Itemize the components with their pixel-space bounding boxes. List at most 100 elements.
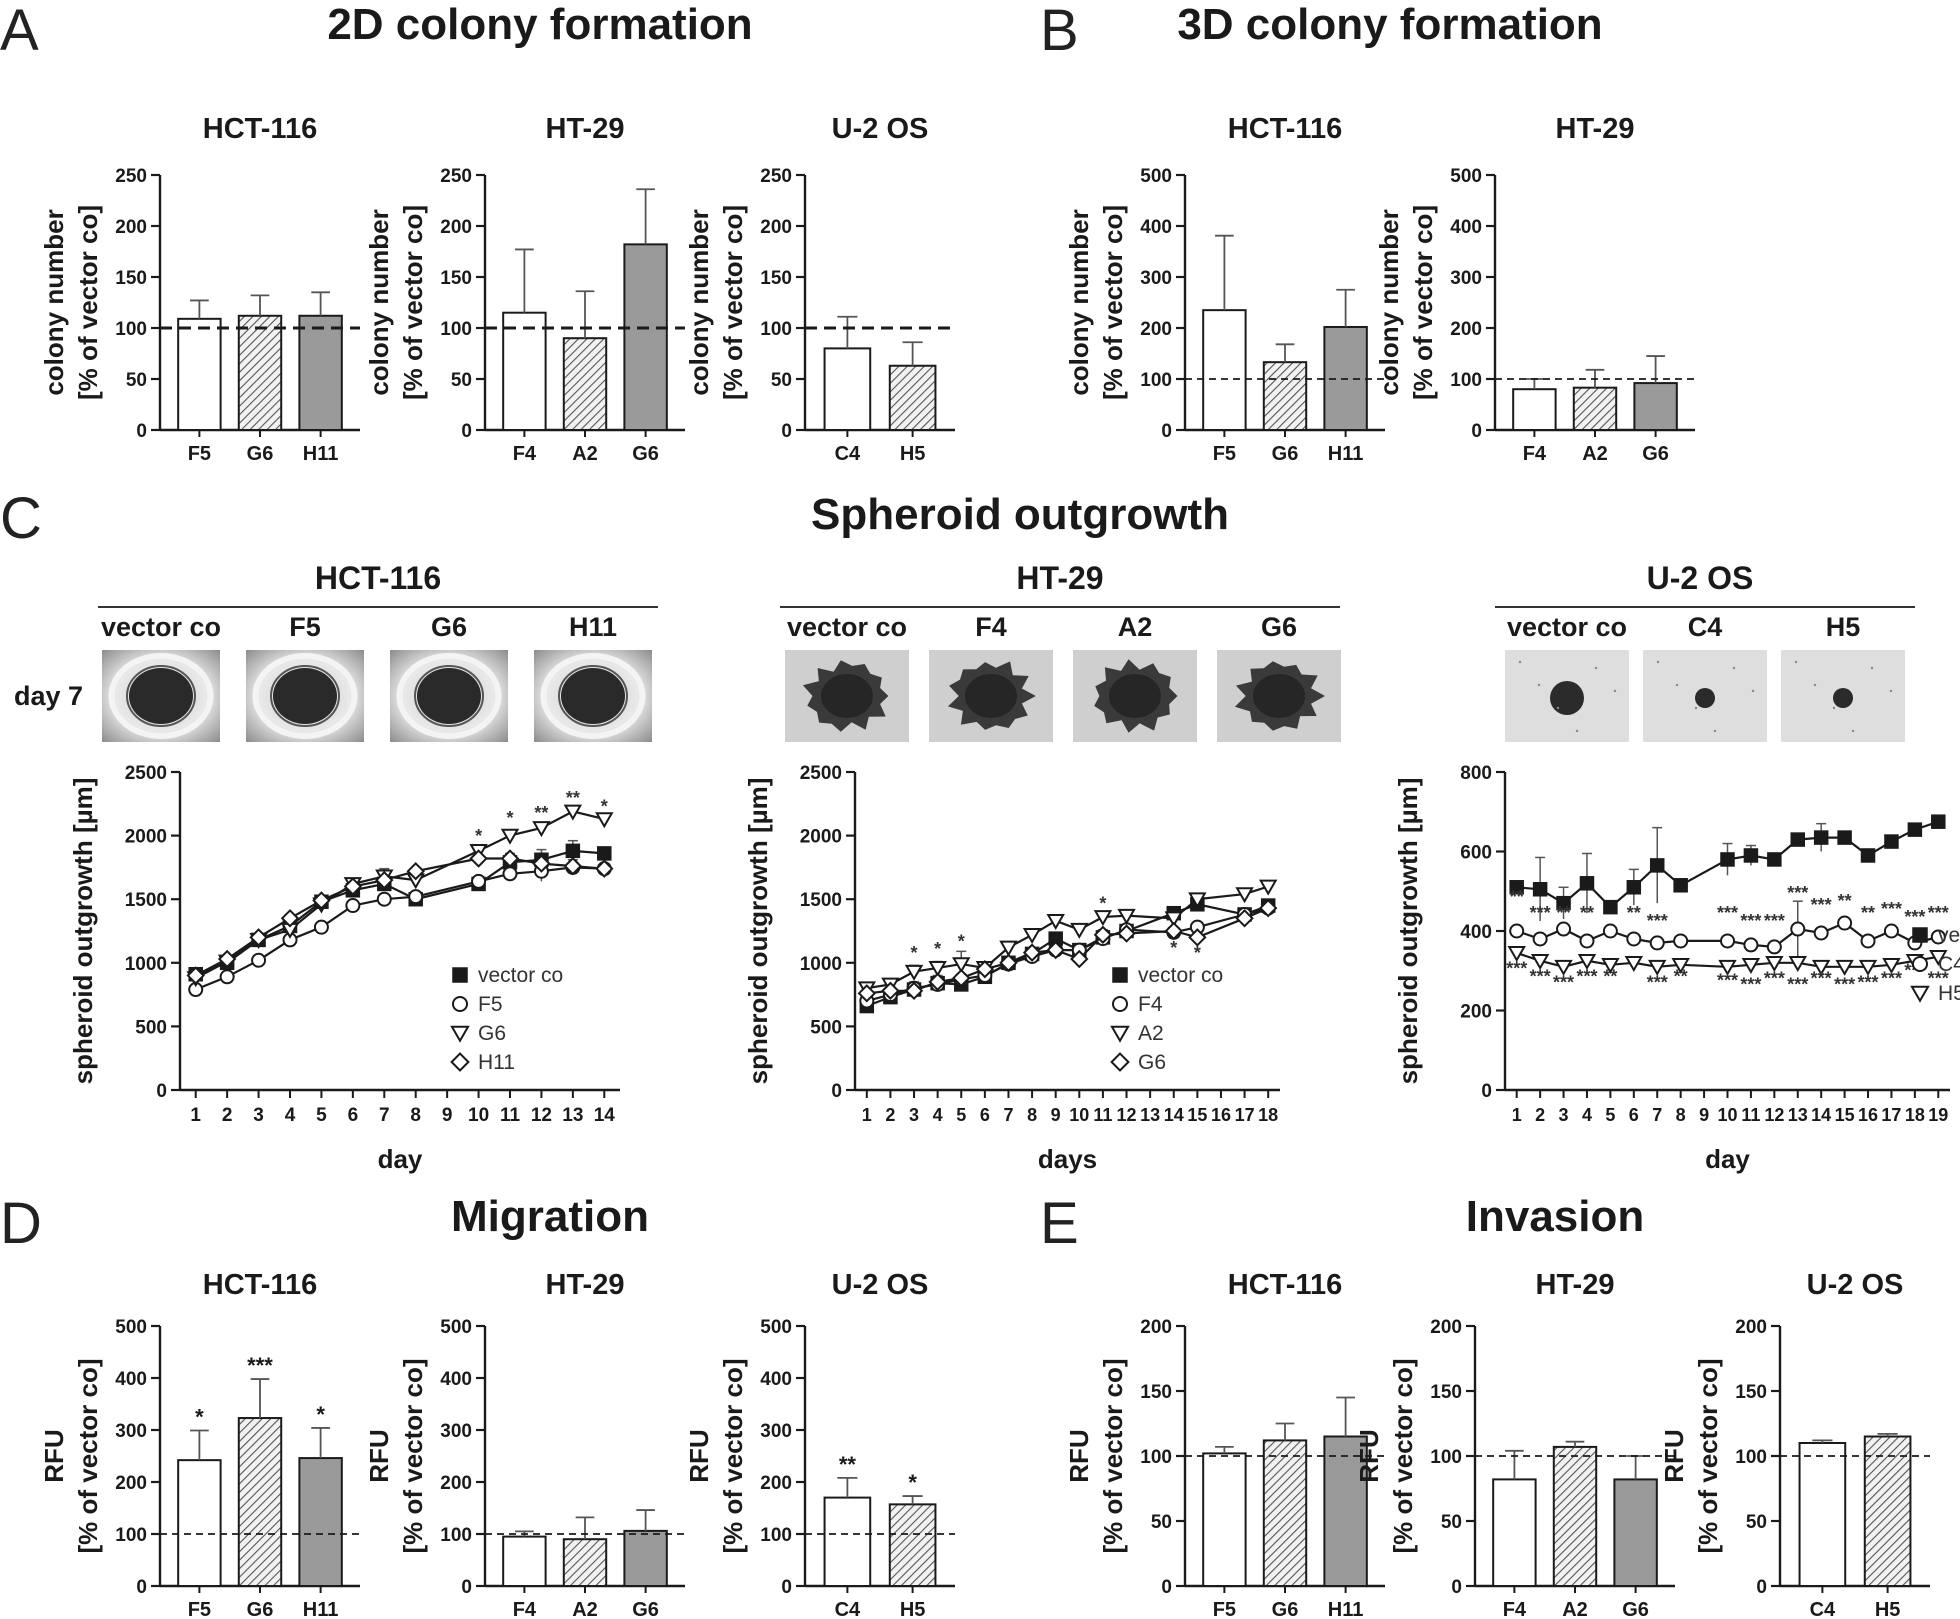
data-point — [597, 846, 612, 861]
y-tick-label: 200 — [115, 217, 147, 238]
y-axis-label: colony number — [1064, 209, 1094, 395]
significance-label: * — [316, 1402, 325, 1427]
bar-f4 — [1492, 1478, 1537, 1588]
legend-label: H11 — [478, 1051, 515, 1074]
x-tick-label: 8 — [1676, 1105, 1686, 1125]
panel-d-title: Migration — [451, 1192, 649, 1241]
data-point — [532, 821, 551, 838]
x-tick-label: 1 — [1512, 1105, 1522, 1125]
data-point — [408, 889, 424, 905]
legend: vector co F4 A2 G6 — [1110, 964, 1223, 1074]
bar-f5 — [177, 1459, 222, 1588]
bar-g6 — [1633, 382, 1678, 431]
data-point — [219, 969, 235, 985]
y-tick-label: 300 — [1140, 268, 1172, 289]
x-tick-label: 17 — [1881, 1105, 1901, 1125]
bar-g6 — [1262, 361, 1308, 432]
legend-label: F4 — [1138, 993, 1163, 1016]
y-tick-label: 200 — [1140, 1317, 1172, 1338]
y-axis-label: [% of vector co] — [73, 1358, 103, 1553]
data-point — [1813, 925, 1829, 941]
x-tick-label: H11 — [1328, 1599, 1364, 1619]
data-point — [500, 828, 520, 845]
bar-f4 — [1512, 388, 1557, 432]
data-point — [1188, 892, 1207, 909]
y-tick-label: 300 — [440, 1421, 472, 1442]
legend-marker — [450, 1025, 470, 1043]
x-tick-label: 7 — [1003, 1105, 1013, 1125]
spheroid-image-label: vector co — [100, 612, 222, 642]
x-tick-label: 12 — [1117, 1105, 1137, 1125]
data-point — [1046, 940, 1065, 960]
x-tick-label: 12 — [531, 1105, 552, 1126]
data-point — [1930, 929, 1946, 945]
legend-label: H5 — [1938, 982, 1960, 1005]
x-tick-label: 8 — [410, 1105, 421, 1126]
y-tick-label: 1000 — [125, 954, 167, 975]
significance-label: *** — [1506, 959, 1527, 979]
x-tick-label: 13 — [1788, 1105, 1808, 1125]
chart-title: U-2 OS — [832, 113, 929, 145]
y-tick-label: 0 — [1481, 1081, 1492, 1102]
y-tick-label: 200 — [760, 1473, 792, 1494]
bar-chart-d3: U-2 OS RFU [% of vector co] 0 100 200 300 400 50… — [684, 1269, 955, 1619]
bar-g6 — [1262, 1439, 1308, 1588]
x-tick-label: 10 — [1069, 1105, 1089, 1125]
data-point — [1579, 876, 1595, 891]
significance-label: ** — [534, 803, 548, 823]
y-axis-label: colony number — [1374, 209, 1404, 395]
data-point — [1882, 957, 1901, 974]
data-point — [1673, 878, 1688, 893]
significance-label: ** — [566, 788, 580, 808]
y-axis-label: [% of vector co] — [73, 205, 103, 400]
y-tick-label: 0 — [461, 421, 472, 442]
bar-f4 — [502, 311, 547, 432]
y-tick-label: 1000 — [800, 954, 842, 975]
bar-f4 — [502, 1535, 547, 1587]
significance-label: *** — [1787, 975, 1808, 995]
spheroid-image-label: G6 — [430, 612, 468, 642]
x-tick-label: 12 — [1764, 1105, 1784, 1125]
data-point — [928, 961, 947, 978]
data-point — [1235, 909, 1254, 928]
panel-letter-b: B — [1040, 0, 1079, 63]
data-point — [1556, 895, 1571, 911]
significance-label: * — [958, 932, 965, 952]
significance-label: *** — [1928, 903, 1949, 923]
data-point — [1022, 943, 1042, 962]
x-tick-label: 2 — [885, 1105, 895, 1125]
y-tick-label: 200 — [115, 1473, 147, 1494]
legend-marker — [1912, 927, 1928, 943]
spheroid-image-u-2-os-c4 — [1643, 650, 1767, 742]
y-tick-label: 2500 — [800, 763, 842, 784]
data-point — [1626, 931, 1642, 947]
significance-label: * — [475, 826, 482, 846]
y-tick-label: 2500 — [125, 763, 167, 784]
bar-g6 — [1613, 1478, 1658, 1588]
y-tick-label: 1500 — [800, 890, 842, 911]
y-tick-label: 0 — [1451, 1577, 1462, 1598]
y-tick-label: 150 — [760, 268, 792, 289]
x-tick-label: F5 — [188, 1599, 211, 1619]
data-point — [1532, 931, 1548, 947]
data-point — [1509, 880, 1524, 895]
legend-marker — [452, 967, 468, 983]
significance-label: ** — [1603, 967, 1617, 987]
data-point — [1602, 923, 1618, 939]
x-tick-label: G6 — [632, 1599, 659, 1619]
data-point — [1117, 924, 1136, 943]
x-tick-label: 13 — [562, 1105, 583, 1126]
x-tick-label: 4 — [285, 1105, 296, 1126]
y-tick-label: 300 — [1450, 268, 1482, 289]
x-tick-label: 15 — [1835, 1105, 1855, 1125]
data-point — [471, 873, 487, 889]
x-tick-label: 16 — [1211, 1105, 1231, 1125]
chart-title: U-2 OS — [832, 1269, 929, 1301]
significance-label: ** — [1557, 903, 1571, 923]
y-tick-label: 50 — [1151, 1512, 1172, 1533]
significance-label: *** — [1904, 907, 1925, 927]
y-tick-label: 400 — [1140, 217, 1172, 238]
data-point — [1790, 921, 1806, 937]
spheroid-image-ht-29-a2 — [1073, 650, 1197, 742]
